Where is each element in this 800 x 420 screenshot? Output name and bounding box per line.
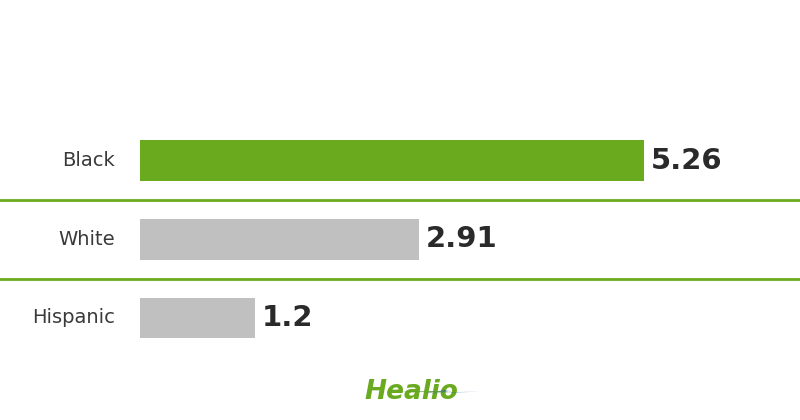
Text: 2.91: 2.91 bbox=[426, 226, 498, 253]
Bar bbox=[140, 297, 255, 339]
Text: people from 2006 to 2019 based on race/ethnicity:: people from 2006 to 2019 based on race/e… bbox=[111, 69, 689, 88]
Text: 5.26: 5.26 bbox=[651, 147, 722, 175]
Text: Healio: Healio bbox=[364, 379, 458, 405]
Text: Black: Black bbox=[62, 151, 115, 171]
Text: White: White bbox=[58, 230, 115, 249]
Bar bbox=[140, 140, 644, 181]
Text: Hispanic: Hispanic bbox=[32, 308, 115, 328]
Bar bbox=[140, 219, 419, 260]
Text: 1.2: 1.2 bbox=[262, 304, 314, 332]
Polygon shape bbox=[398, 391, 451, 392]
Text: Age-adjusted mortality rates for PE per 100,000: Age-adjusted mortality rates for PE per … bbox=[126, 26, 674, 45]
Polygon shape bbox=[398, 390, 479, 394]
